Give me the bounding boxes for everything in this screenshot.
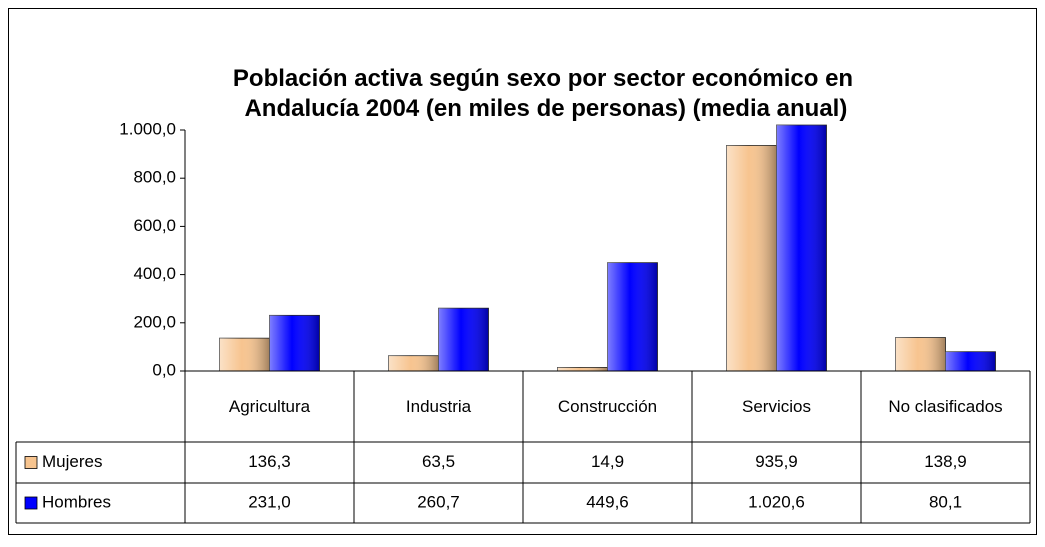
x-tick-label: Servicios xyxy=(742,396,811,416)
bar-shade xyxy=(607,262,658,371)
legend-key xyxy=(24,496,38,510)
bar-shade xyxy=(945,351,996,371)
bar-shade xyxy=(269,315,320,371)
category-cell: Agricultura xyxy=(228,396,311,416)
data-label: 449,6 xyxy=(586,492,629,511)
data-label: 136,3 xyxy=(248,452,291,471)
category-cell: No clasificados xyxy=(888,396,1003,416)
chart-title: Población activa según sexo por sector e… xyxy=(233,65,853,122)
category-cell: Industria xyxy=(405,396,472,416)
category-cell: Servicios xyxy=(742,396,811,416)
legend-key xyxy=(24,456,38,469)
bar-shade xyxy=(726,145,777,371)
bar-shade xyxy=(388,355,439,371)
y-tick-label: 600,0 xyxy=(133,216,176,235)
data-label: 260,7 xyxy=(417,492,460,511)
x-tick-label: Construcción xyxy=(557,396,658,416)
data-label: 138,9 xyxy=(924,452,967,471)
y-tick-label: 400,0 xyxy=(133,264,176,283)
data-label: 63,5 xyxy=(422,452,455,471)
y-tick-label: 800,0 xyxy=(133,168,176,187)
x-tick-label: No clasificados xyxy=(888,396,1003,416)
bar-shade xyxy=(219,338,270,371)
data-label: 80,1 xyxy=(929,492,962,511)
data-label: 1.020,6 xyxy=(748,492,805,511)
data-label: 935,9 xyxy=(755,452,798,471)
data-label: 14,9 xyxy=(591,452,624,471)
legend-label: Mujeres xyxy=(42,452,102,471)
bar-shade xyxy=(776,125,827,371)
legend-label: Hombres xyxy=(42,492,111,511)
x-tick-label: Industria xyxy=(405,396,472,416)
bar-shade xyxy=(557,367,608,371)
bar-shade xyxy=(438,308,489,371)
bar-shade xyxy=(895,337,946,371)
category-cell: Construcción xyxy=(557,396,658,416)
y-tick-label: 0,0 xyxy=(152,360,176,379)
x-tick-label: Agricultura xyxy=(228,396,311,416)
y-tick-label: 1.000,0 xyxy=(119,119,176,138)
y-tick-label: 200,0 xyxy=(133,312,176,331)
data-label: 231,0 xyxy=(248,492,291,511)
